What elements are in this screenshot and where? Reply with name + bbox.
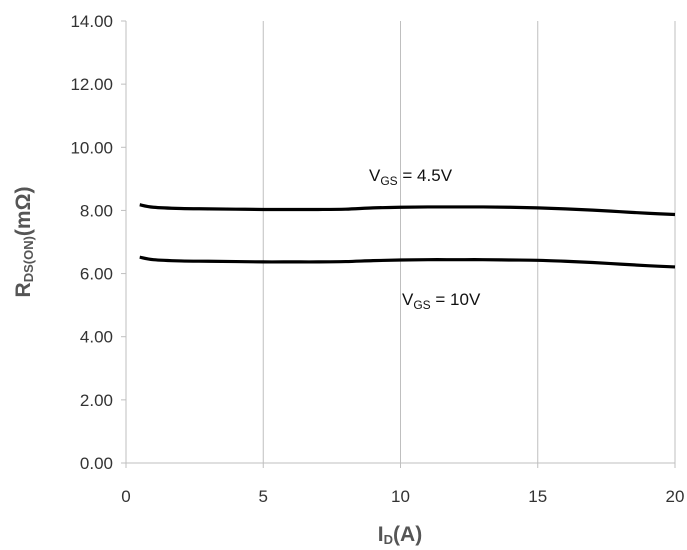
x-tick-label: 15 xyxy=(528,487,547,506)
y-tick-label: 4.00 xyxy=(80,328,113,347)
y-tick-label: 10.00 xyxy=(70,138,113,157)
series-labels: VGS = 4.5V VGS = 10V xyxy=(369,166,481,312)
y-axis-title: RDS(ON)(mΩ) xyxy=(12,187,36,298)
x-tick-label: 5 xyxy=(259,487,268,506)
axes xyxy=(121,20,676,468)
x-tick-label: 20 xyxy=(666,487,685,506)
x-tick-label: 10 xyxy=(391,487,410,506)
series-label-vgs-4-5v: VGS = 4.5V xyxy=(369,166,453,188)
y-tick-label: 6.00 xyxy=(80,265,113,284)
grid-lines xyxy=(262,21,676,463)
y-tick-label: 0.00 xyxy=(80,454,113,473)
series-lines xyxy=(139,203,676,269)
series-label-vgs-10v: VGS = 10V xyxy=(402,290,481,312)
y-tick-label: 2.00 xyxy=(80,391,113,410)
y-tick-label: 12.00 xyxy=(70,75,113,94)
x-tick-label: 0 xyxy=(121,487,130,506)
x-tick-labels: 0 5 10 15 20 xyxy=(121,487,684,506)
y-tick-label: 14.00 xyxy=(70,12,113,31)
y-tick-label: 8.00 xyxy=(80,201,113,220)
y-tick-labels: 0.00 2.00 4.00 6.00 8.00 10.00 12.00 14.00 xyxy=(70,12,113,473)
series-line-vgs-10v xyxy=(139,255,676,269)
x-axis-title: ID(A) xyxy=(378,523,422,547)
series-line-vgs-4-5v xyxy=(139,203,676,217)
